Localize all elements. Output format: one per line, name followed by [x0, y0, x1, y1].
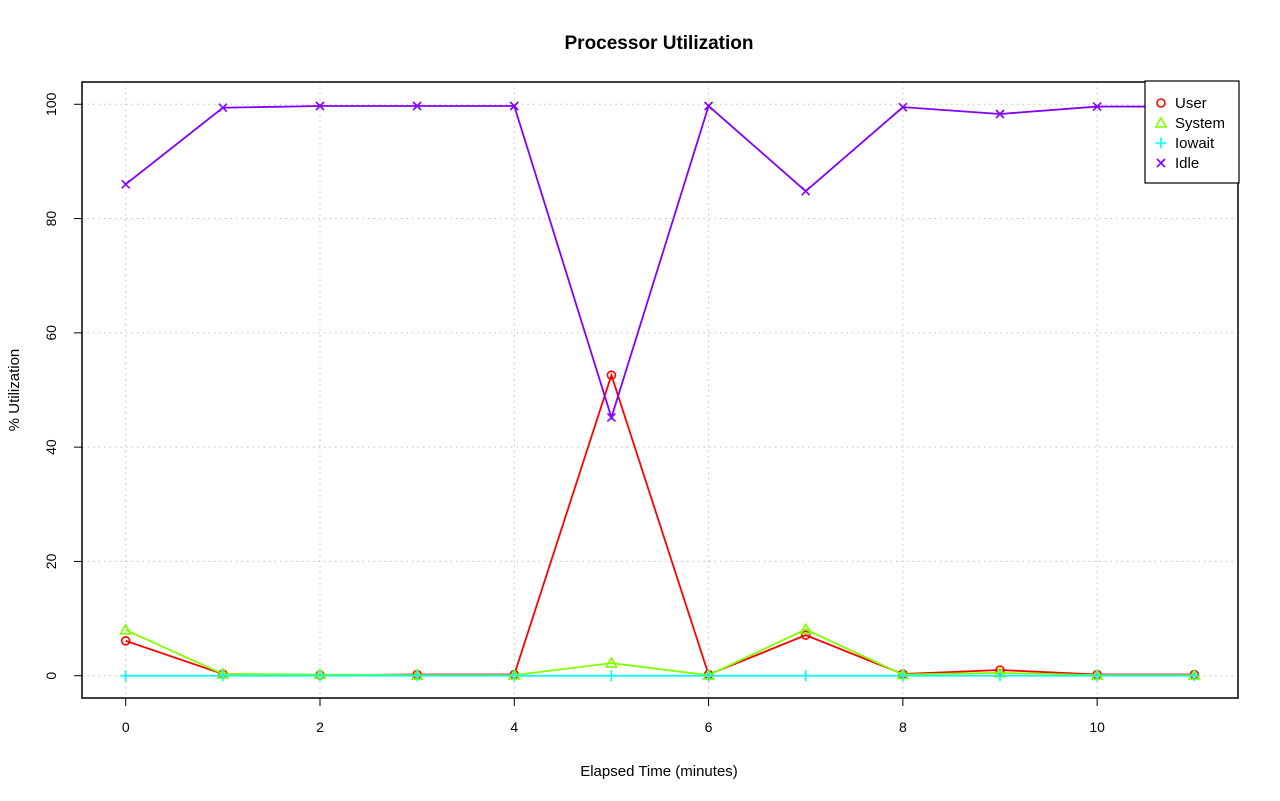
point-iowait	[800, 670, 812, 682]
point-system	[604, 656, 619, 668]
y-tick-label: 40	[43, 439, 59, 455]
point-idle	[509, 101, 519, 111]
x-axis-label: Elapsed Time (minutes)	[580, 763, 738, 780]
series-lines	[119, 101, 1201, 682]
legend-label-idle: Idle	[1175, 155, 1199, 172]
y-tick-label: 60	[43, 325, 59, 341]
point-user	[800, 630, 811, 640]
point-system	[119, 623, 133, 635]
point-iowait	[703, 670, 715, 682]
legend-label-iowait: Iowait	[1175, 135, 1215, 152]
legend-label-system: System	[1175, 115, 1225, 132]
point-iowait	[411, 670, 423, 682]
legend: User System Iowait Idle	[1144, 80, 1240, 184]
point-idle	[898, 102, 908, 112]
point-user	[120, 636, 131, 646]
x-tick-label: 0	[122, 719, 130, 735]
line-user	[125, 372, 1195, 677]
y-tick-label: 80	[43, 211, 59, 227]
point-iowait	[1091, 670, 1103, 682]
point-system	[799, 622, 813, 635]
point-idle	[121, 179, 131, 189]
legend-symbol-user	[1156, 98, 1166, 108]
point-idle	[606, 412, 616, 422]
y-tick-label: 20	[43, 553, 59, 569]
point-idle	[995, 109, 1005, 119]
point-iowait	[120, 670, 132, 682]
point-iowait	[508, 670, 520, 682]
legend-symbol-system	[1154, 116, 1168, 128]
series-user	[120, 370, 1200, 680]
chart-title: Processor Utilization	[565, 33, 754, 54]
point-idle	[218, 103, 228, 113]
point-idle	[801, 186, 811, 196]
point-idle	[1092, 102, 1102, 112]
x-tick-label: 2	[316, 719, 324, 735]
point-iowait	[314, 670, 326, 682]
point-iowait	[1188, 670, 1200, 682]
point-idle	[704, 101, 714, 111]
series-iowait	[120, 670, 1200, 682]
x-tick-label: 10	[1089, 719, 1105, 735]
series-idle	[121, 101, 1199, 422]
y-tick-label: 0	[43, 672, 59, 680]
legend-box	[1144, 80, 1240, 184]
series-system	[119, 622, 1201, 680]
x-tick-label: 4	[510, 719, 518, 735]
x-tick-label: 6	[705, 719, 713, 735]
grid	[82, 82, 1238, 698]
point-iowait	[897, 670, 909, 682]
legend-symbol-iowait	[1155, 137, 1167, 149]
point-idle	[315, 101, 325, 111]
y-axis-label: % Utilization	[6, 349, 23, 432]
point-iowait	[217, 670, 229, 682]
point-iowait	[994, 670, 1006, 682]
point-idle	[412, 101, 422, 111]
legend-label-user: User	[1175, 95, 1207, 112]
plot-frame	[81, 81, 1239, 699]
x-tick-label: 8	[899, 719, 907, 735]
legend-symbol-idle	[1156, 158, 1166, 168]
point-iowait	[605, 670, 617, 682]
point-user	[606, 370, 617, 380]
line-system	[125, 628, 1195, 677]
line-idle	[125, 104, 1195, 421]
y-tick-label: 100	[43, 92, 59, 116]
